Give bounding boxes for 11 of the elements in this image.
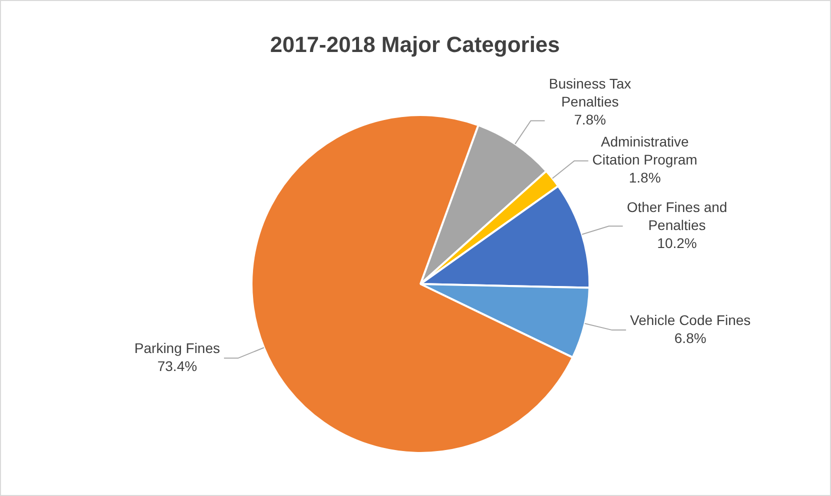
data-label: 1.8%	[628, 170, 661, 186]
chart-title: 2017-2018 Major Categories	[270, 32, 560, 58]
slice-label: Vehicle Code Fines	[630, 312, 751, 328]
data-label: 73.4%	[157, 358, 198, 374]
slice-label: Administrative Citation Program	[592, 134, 698, 168]
slice-label: Business Tax Penalties	[548, 76, 632, 110]
slice-label: Parking Fines	[134, 340, 220, 356]
data-label: 7.8%	[574, 112, 606, 128]
data-label: 6.8%	[674, 330, 706, 346]
slice-label: Other Fines and Penalties	[626, 199, 728, 233]
data-label: 10.2%	[657, 235, 697, 251]
